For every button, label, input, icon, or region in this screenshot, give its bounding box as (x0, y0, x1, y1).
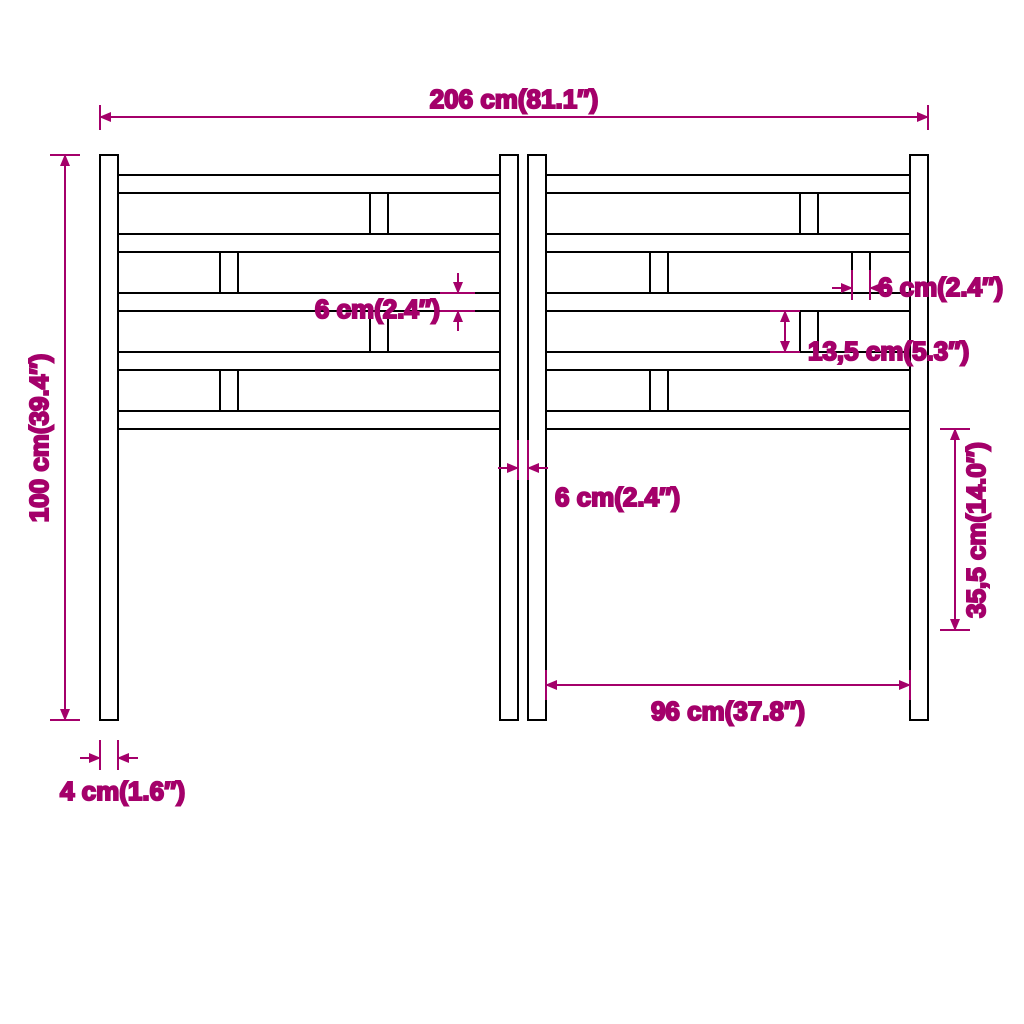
label-total-height: 100 cm(39.4″) (24, 354, 54, 523)
headboard-outline (100, 155, 928, 720)
label-inner-vertical-width: 6 cm(2.4″) (878, 272, 1003, 302)
dimension-drawing: 206 cm(81.1″) 100 cm(39.4″) 4 cm(1.6″) 6… (0, 0, 1024, 1024)
label-post-depth: 4 cm(1.6″) (60, 776, 185, 806)
label-rail-height: 6 cm(2.4″) (315, 294, 440, 324)
label-center-post-width: 6 cm(2.4″) (555, 482, 680, 512)
label-total-width: 206 cm(81.1″) (430, 84, 599, 114)
label-half-width: 96 cm(37.8″) (651, 696, 805, 726)
label-rail-gap: 13,5 cm(5.3″) (808, 336, 969, 366)
label-leg-height: 35,5 cm(14.0″) (961, 442, 991, 618)
